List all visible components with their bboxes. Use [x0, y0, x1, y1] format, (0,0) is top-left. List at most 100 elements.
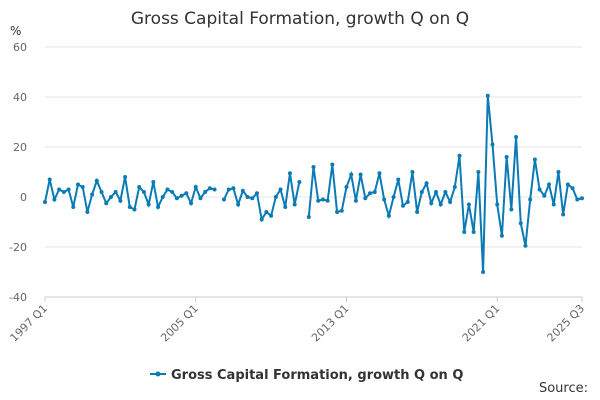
point — [287, 171, 292, 176]
point — [75, 182, 80, 187]
legend-marker — [155, 371, 161, 377]
point — [71, 205, 76, 209]
point — [160, 195, 165, 199]
point — [471, 230, 476, 234]
point — [448, 200, 453, 204]
point — [184, 191, 189, 196]
point — [193, 185, 198, 189]
point — [419, 190, 424, 194]
point — [80, 185, 85, 189]
y-tick-label: 0 — [20, 191, 27, 204]
point — [481, 270, 486, 274]
point — [330, 162, 335, 167]
point — [391, 195, 396, 199]
point — [377, 171, 382, 176]
point — [108, 195, 113, 199]
point — [452, 185, 457, 189]
point — [433, 190, 438, 194]
point — [306, 215, 311, 219]
point — [179, 193, 184, 198]
point — [424, 181, 429, 186]
point — [311, 165, 316, 169]
chart-title: Gross Capital Formation, growth Q on Q — [131, 9, 469, 29]
point — [207, 186, 212, 191]
point — [509, 207, 514, 212]
point — [561, 212, 566, 217]
point — [132, 207, 137, 212]
point — [104, 201, 109, 206]
point — [575, 197, 580, 202]
point — [457, 153, 462, 158]
point — [66, 187, 71, 192]
point — [518, 221, 523, 226]
point — [259, 217, 264, 222]
point — [556, 170, 561, 174]
point — [405, 200, 410, 204]
point — [236, 202, 241, 207]
point — [165, 187, 170, 192]
point — [429, 201, 434, 206]
point — [490, 142, 495, 147]
point — [226, 187, 231, 192]
point — [254, 191, 259, 196]
x-tick-label: 1997 Q1 — [8, 302, 51, 345]
point — [113, 190, 118, 194]
point — [47, 177, 52, 182]
point — [231, 186, 236, 191]
point — [547, 182, 552, 187]
point — [372, 190, 377, 194]
point — [189, 201, 194, 206]
legend-label: Gross Capital Formation, growth Q on Q — [171, 368, 463, 383]
point — [90, 192, 95, 197]
point — [245, 195, 250, 199]
point — [137, 185, 142, 189]
x-tick-label: 2013 Q1 — [309, 302, 352, 345]
y-axis-label: % — [10, 24, 21, 38]
point — [499, 233, 504, 238]
point — [476, 170, 481, 174]
y-tick-label: 40 — [13, 91, 27, 104]
point — [141, 190, 146, 194]
point — [514, 135, 519, 139]
point — [198, 196, 203, 201]
point — [212, 187, 217, 192]
point — [382, 197, 387, 202]
point — [504, 155, 509, 159]
point — [532, 157, 537, 162]
point — [466, 202, 471, 207]
point — [43, 200, 47, 204]
point — [278, 187, 283, 192]
point — [495, 202, 500, 207]
point — [250, 196, 255, 201]
point — [401, 203, 405, 208]
point — [316, 198, 321, 203]
point — [485, 93, 490, 98]
y-tick-label: -20 — [9, 241, 27, 254]
point — [273, 195, 278, 199]
point — [339, 208, 344, 213]
point — [363, 196, 368, 201]
point — [335, 210, 340, 214]
point — [551, 202, 556, 207]
point — [344, 185, 349, 189]
point — [94, 178, 99, 183]
point — [386, 213, 391, 218]
point — [410, 170, 415, 174]
point — [353, 198, 358, 203]
x-tick-label: 2025 Q3 — [545, 302, 588, 345]
point — [99, 190, 104, 194]
point — [146, 202, 151, 207]
point — [240, 188, 245, 193]
point — [264, 210, 269, 214]
point — [222, 197, 226, 202]
line — [44, 95, 583, 273]
point — [542, 193, 547, 198]
point — [123, 175, 128, 179]
point — [565, 182, 570, 187]
point — [127, 205, 132, 209]
point — [292, 202, 297, 207]
point — [528, 197, 533, 202]
x-tick-label: 2021 Q1 — [460, 302, 503, 345]
